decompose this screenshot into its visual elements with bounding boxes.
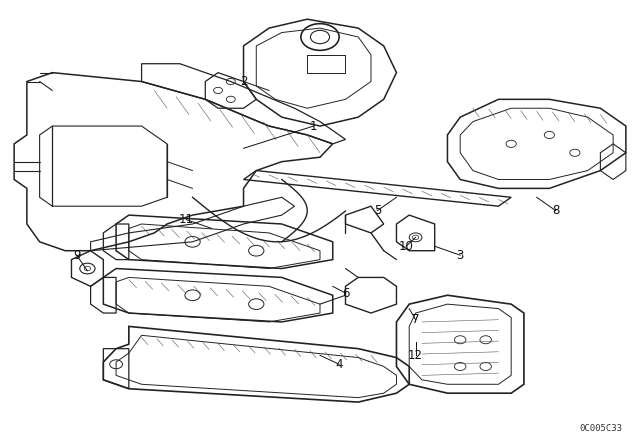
Text: 11: 11 bbox=[179, 213, 194, 226]
Text: 1: 1 bbox=[310, 120, 317, 133]
Text: 8: 8 bbox=[552, 204, 559, 217]
Text: 7: 7 bbox=[412, 313, 419, 326]
Text: 10: 10 bbox=[399, 240, 413, 253]
Text: 2: 2 bbox=[240, 75, 247, 88]
Text: 6: 6 bbox=[342, 287, 349, 300]
Text: 4: 4 bbox=[335, 358, 343, 371]
Text: 0C005C33: 0C005C33 bbox=[579, 424, 622, 433]
Text: 12: 12 bbox=[408, 349, 423, 362]
Text: 5: 5 bbox=[374, 204, 381, 217]
Text: 3: 3 bbox=[456, 249, 464, 262]
Text: 9: 9 bbox=[73, 249, 81, 262]
